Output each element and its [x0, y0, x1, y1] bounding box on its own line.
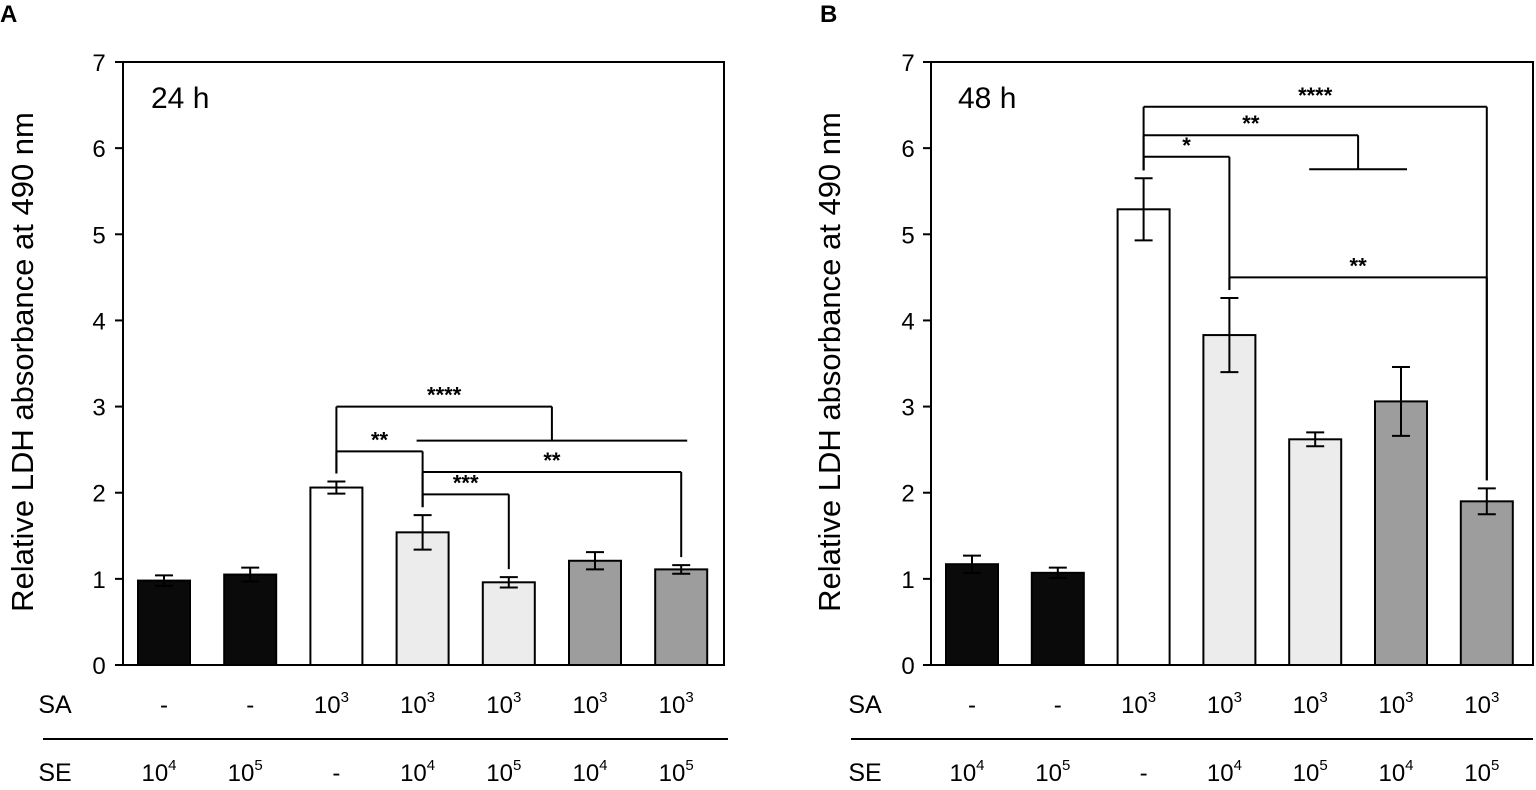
- row-label-sa: SA: [848, 691, 882, 719]
- condition-label: 105: [1464, 757, 1499, 787]
- condition-label: 105: [228, 757, 263, 787]
- y-tick-label: 2: [901, 481, 914, 508]
- condition-label: 103: [1293, 689, 1328, 719]
- y-tick-label: 0: [92, 653, 105, 680]
- y-tick-label: 7: [92, 50, 105, 77]
- panel-b: B Relative LDH absorbance at 490 nm 0 1 2 3 4 5…: [812, 1, 1534, 787]
- bar: [1459, 500, 1514, 667]
- panel-label: B: [820, 1, 837, 28]
- bar: [395, 531, 450, 667]
- condition-label: -: [160, 692, 168, 719]
- bar: [309, 486, 364, 666]
- bar: [654, 568, 709, 666]
- significance-label: **: [543, 448, 561, 473]
- chart-title: 48 h: [958, 82, 1016, 115]
- significance-label: *: [1182, 133, 1191, 158]
- condition-label: 103: [1464, 689, 1499, 719]
- chart-title: 24 h: [151, 82, 209, 115]
- y-tick-label: 4: [92, 308, 105, 335]
- bar: [1116, 208, 1171, 666]
- bar: [1030, 571, 1085, 667]
- plot-frame: [122, 61, 725, 666]
- y-tick-label: 7: [901, 50, 914, 77]
- significance-label: ***: [453, 470, 479, 495]
- bar: [1374, 400, 1428, 666]
- bar: [137, 579, 191, 667]
- condition-label: 105: [659, 757, 694, 787]
- y-tick-label: 1: [92, 567, 105, 594]
- condition-label: 104: [141, 757, 176, 787]
- bar: [1202, 334, 1257, 666]
- y-tick-label: 3: [92, 395, 105, 422]
- panel-label: A: [0, 1, 17, 28]
- significance-label: **: [371, 427, 389, 452]
- bar: [481, 581, 536, 666]
- condition-label: 103: [1121, 689, 1156, 719]
- y-axis-label: Relative LDH absorbance at 490 nm: [5, 112, 40, 612]
- condition-label: 105: [1035, 757, 1070, 787]
- row-label-se: SE: [848, 759, 881, 787]
- panel-a: A Relative LDH absorbance at 490 nm 0 1 2 3 4 5…: [0, 1, 728, 787]
- bar: [568, 559, 622, 667]
- condition-label: 104: [1378, 757, 1413, 787]
- y-tick-label: 4: [901, 308, 914, 335]
- condition-label: 105: [486, 757, 521, 787]
- bar: [223, 573, 278, 666]
- y-tick-label: 3: [901, 395, 914, 422]
- row-label-se: SE: [38, 759, 71, 787]
- condition-label: -: [246, 692, 254, 719]
- condition-label: -: [1054, 692, 1062, 719]
- condition-label: 104: [572, 757, 607, 787]
- significance-label: **: [1242, 111, 1260, 136]
- significance-label: ****: [427, 383, 462, 408]
- y-tick-label: 0: [901, 653, 914, 680]
- condition-label: 104: [1207, 757, 1242, 787]
- y-tick-label: 5: [92, 222, 105, 249]
- condition-label: 104: [400, 757, 435, 787]
- significance-label: **: [1350, 253, 1368, 278]
- bar: [945, 563, 999, 666]
- condition-label: 103: [659, 689, 694, 719]
- condition-label: -: [1140, 760, 1148, 787]
- condition-label: -: [968, 692, 976, 719]
- y-tick-label: 2: [92, 481, 105, 508]
- y-tick-label: 1: [901, 567, 914, 594]
- bar: [1288, 438, 1343, 667]
- condition-label: 103: [314, 689, 349, 719]
- condition-label: 103: [1207, 689, 1242, 719]
- significance-label: ****: [1298, 83, 1333, 108]
- y-tick-label: 5: [901, 222, 914, 249]
- y-axis-label: Relative LDH absorbance at 490 nm: [812, 112, 847, 612]
- condition-label: 103: [1378, 689, 1413, 719]
- condition-label: 103: [572, 689, 607, 719]
- condition-label: 103: [400, 689, 435, 719]
- plot-frame: [930, 61, 1534, 666]
- y-tick-label: 6: [901, 136, 914, 163]
- condition-label: 103: [486, 689, 521, 719]
- y-tick-label: 6: [92, 136, 105, 163]
- row-label-sa: SA: [38, 691, 72, 719]
- condition-label: -: [332, 760, 340, 787]
- condition-label: 105: [1293, 757, 1328, 787]
- condition-label: 104: [949, 757, 984, 787]
